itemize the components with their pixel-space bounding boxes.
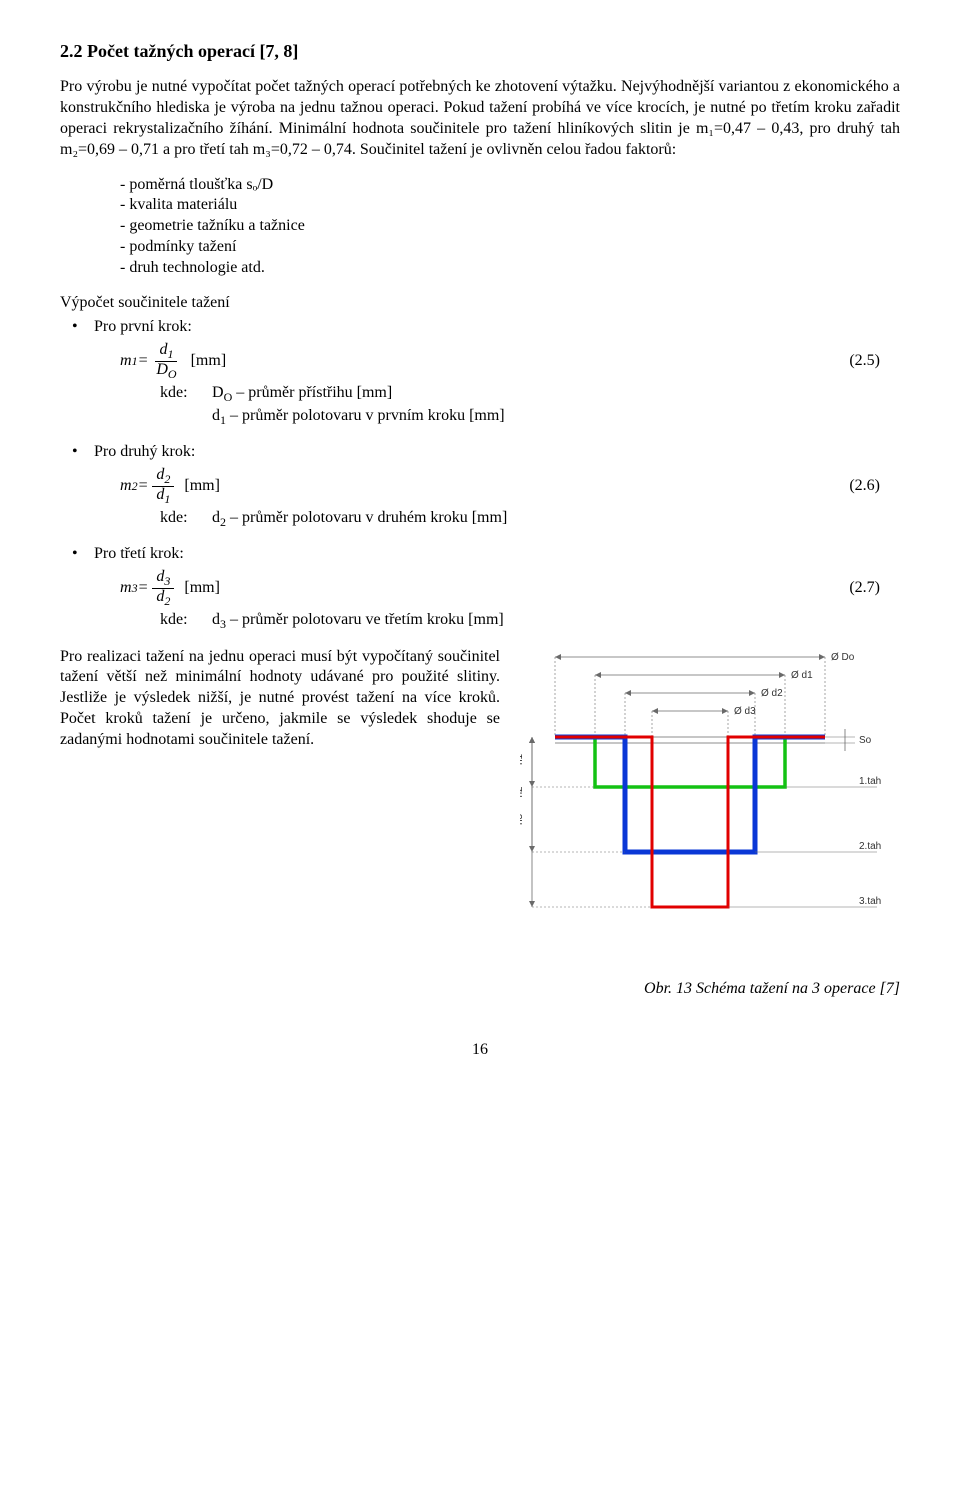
step-list: Pro první krok: m 1 = d1 DO [mm] (2.5) kd…	[60, 317, 900, 428]
svg-text:3.tah: 3.tah	[859, 896, 881, 907]
fraction: d2 d1	[152, 467, 174, 506]
formula-row: m 1 = d1 DO [mm] (2.5)	[120, 342, 900, 381]
where-block: kde: DO – průměr přístřihu [mm] d1 – prů…	[160, 383, 900, 429]
svg-text:Ø Do: Ø Do	[831, 652, 855, 663]
var-m: m	[120, 476, 132, 497]
fraction: d3 d2	[152, 569, 174, 608]
desc: – průměr polotovaru ve třetím kroku [mm]	[226, 611, 504, 628]
sub: 1	[167, 347, 173, 361]
step-2: Pro druhý krok: m 2 = d2 d1 [mm] (2.6) kd…	[90, 442, 900, 530]
figure-caption: Obr. 13 Schéma tažení na 3 operace [7]	[520, 979, 900, 1000]
list-item: - druh technologie atd.	[120, 258, 900, 279]
var-m: m	[120, 578, 132, 599]
step-3: Pro třetí krok: m 3 = d3 d2 [mm] (2.7) kd…	[90, 544, 900, 632]
svg-text:Ø d3: Ø d3	[734, 706, 756, 717]
svg-text:h2: h2	[520, 786, 525, 798]
svg-text:h3: h3	[520, 813, 525, 825]
two-column-block: Pro realizaci tažení na jednu operaci mu…	[60, 647, 900, 1001]
step-list: Pro třetí krok: m 3 = d3 d2 [mm] (2.7) kd…	[60, 544, 900, 632]
drawing-diagram: Ø Do Ø d1 Ø d2 Ø d3 So h1 h2 h3 1.tah 2.tah 3.tah	[520, 647, 900, 957]
sub: 1	[164, 492, 170, 506]
list-item: - poměrná tloušťka sₒ/D	[120, 175, 900, 196]
var: D	[212, 384, 224, 401]
list-item: - podmínky tažení	[120, 237, 900, 258]
calc-title: Výpočet součinitele tažení	[60, 293, 900, 314]
sub: O	[168, 367, 177, 381]
paragraph-realization: Pro realizaci tažení na jednu operaci mu…	[60, 647, 500, 751]
svg-text:So: So	[859, 735, 872, 746]
var: d	[212, 611, 220, 628]
step-label: Pro první krok:	[94, 318, 192, 335]
sub: 2	[164, 472, 170, 486]
equation-number: (2.5)	[849, 351, 900, 372]
fraction: d1 DO	[152, 342, 180, 381]
where-block: kde: d3 – průměr polotovaru ve třetím kr…	[160, 610, 900, 633]
equals: =	[138, 351, 149, 372]
den: D	[156, 361, 168, 378]
unit: [mm]	[184, 578, 220, 599]
step-1: Pro první krok: m 1 = d1 DO [mm] (2.5) kd…	[90, 317, 900, 428]
sub: 3	[164, 574, 170, 588]
factor-list: - poměrná tloušťka sₒ/D - kvalita materi…	[60, 175, 900, 279]
svg-text:Ø d2: Ø d2	[761, 688, 783, 699]
equals: =	[138, 578, 149, 599]
equation-number: (2.7)	[849, 578, 900, 599]
where-label: kde:	[160, 610, 212, 633]
svg-text:2.tah: 2.tah	[859, 841, 881, 852]
var: d	[212, 509, 220, 526]
equals: =	[138, 476, 149, 497]
section-heading: 2.2 Počet tažných operací [7, 8]	[60, 40, 900, 63]
formula-row: m 3 = d3 d2 [mm] (2.7)	[120, 569, 900, 608]
formula-row: m 2 = d2 d1 [mm] (2.6)	[120, 467, 900, 506]
where-label: kde:	[160, 383, 212, 429]
svg-text:h1: h1	[520, 753, 525, 765]
sub: 2	[164, 594, 170, 608]
var-m: m	[120, 351, 132, 372]
where-block: kde: d2 – průměr polotovaru v druhém kro…	[160, 508, 900, 531]
desc: – průměr polotovaru v druhém kroku [mm]	[226, 509, 507, 526]
step-list: Pro druhý krok: m 2 = d2 d1 [mm] (2.6) kd…	[60, 442, 900, 530]
svg-text:Ø d1: Ø d1	[791, 670, 813, 681]
paragraph-intro: Pro výrobu je nutné vypočítat počet tažn…	[60, 77, 900, 160]
svg-text:1.tah: 1.tah	[859, 776, 881, 787]
step-label: Pro třetí krok:	[94, 545, 184, 562]
list-item: - kvalita materiálu	[120, 195, 900, 216]
page-number: 16	[60, 1040, 900, 1061]
equation-number: (2.6)	[849, 476, 900, 497]
desc: – průměr přístřihu [mm]	[232, 384, 392, 401]
where-label: kde:	[160, 508, 212, 531]
var: d	[212, 407, 220, 424]
step-label: Pro druhý krok:	[94, 443, 195, 460]
sub: O	[224, 390, 233, 404]
unit: [mm]	[184, 476, 220, 497]
unit: [mm]	[191, 351, 227, 372]
desc: – průměr polotovaru v prvním kroku [mm]	[226, 407, 505, 424]
list-item: - geometrie tažníku a tažnice	[120, 216, 900, 237]
